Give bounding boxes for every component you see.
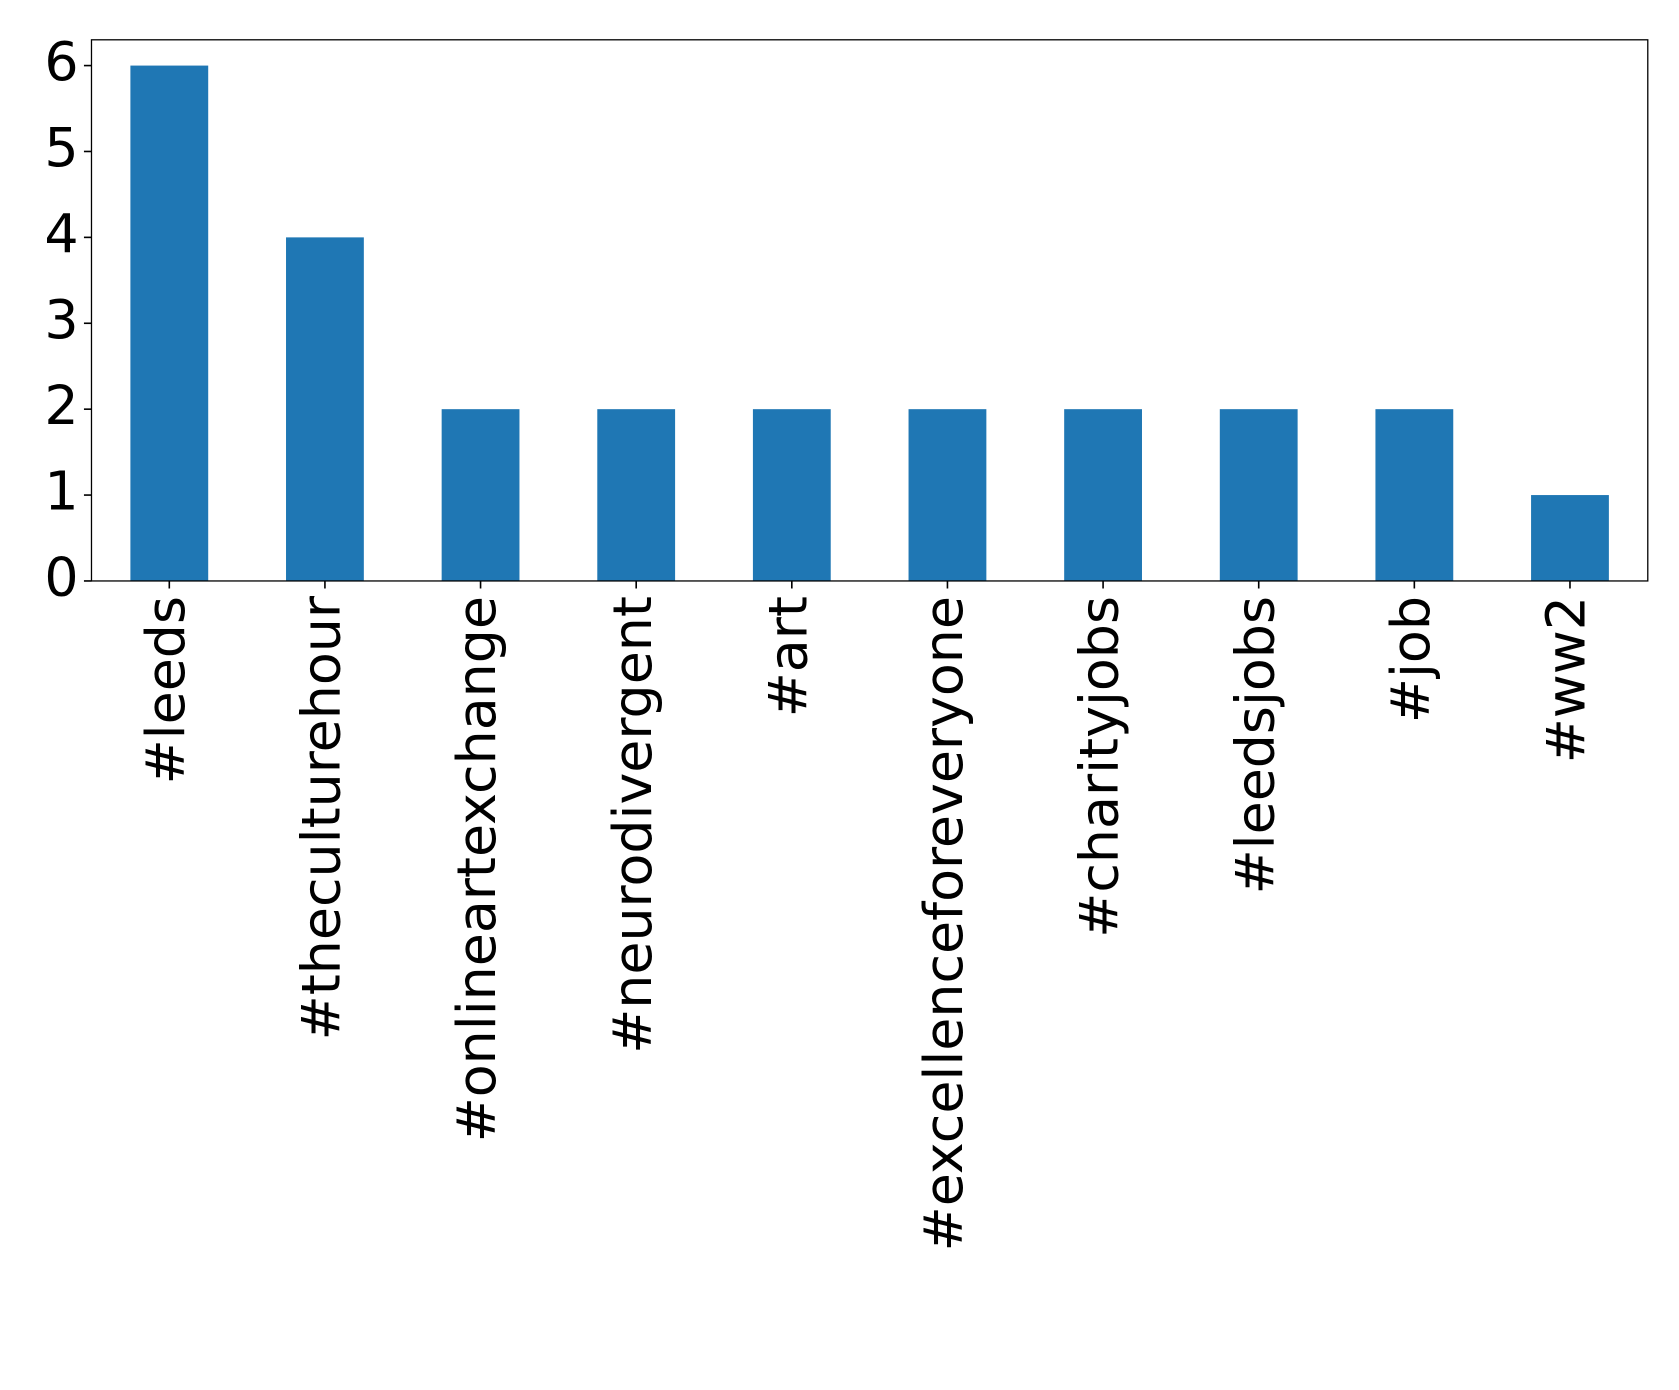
y-tick-label: 3 (44, 288, 78, 351)
y-tick-label: 5 (44, 116, 78, 179)
plot-frame (90, 39, 1649, 582)
bar (130, 65, 209, 581)
y-tick-label: 1 (44, 460, 78, 523)
bar (1064, 409, 1142, 581)
x-tick-label: #theculturehour (290, 595, 353, 1040)
x-tick-label: #art (756, 596, 819, 717)
bar (1219, 409, 1298, 581)
x-tick-label: #excellenceforeveryone (912, 596, 975, 1251)
bar (752, 409, 831, 581)
bar (286, 237, 364, 581)
y-tick-label: 0 (44, 546, 78, 609)
x-tick-label: #leeds (134, 596, 197, 784)
bar (1531, 495, 1609, 581)
y-tick-label: 6 (44, 30, 78, 93)
x-tick-label: #leedsjobs (1223, 596, 1286, 894)
bar (908, 409, 987, 581)
x-tick-label: #charityjobs (1068, 596, 1131, 938)
y-tick-label: 4 (44, 202, 78, 265)
bar (441, 409, 520, 581)
x-tick-label: #neurodivergent (601, 596, 664, 1054)
bar (597, 409, 676, 581)
x-tick-label: #onlineartexchange (445, 596, 508, 1142)
x-tick-label: #ww2 (1535, 596, 1598, 763)
x-tick-label: #job (1379, 596, 1442, 723)
y-tick-label: 2 (44, 374, 78, 437)
bar (1375, 409, 1454, 581)
